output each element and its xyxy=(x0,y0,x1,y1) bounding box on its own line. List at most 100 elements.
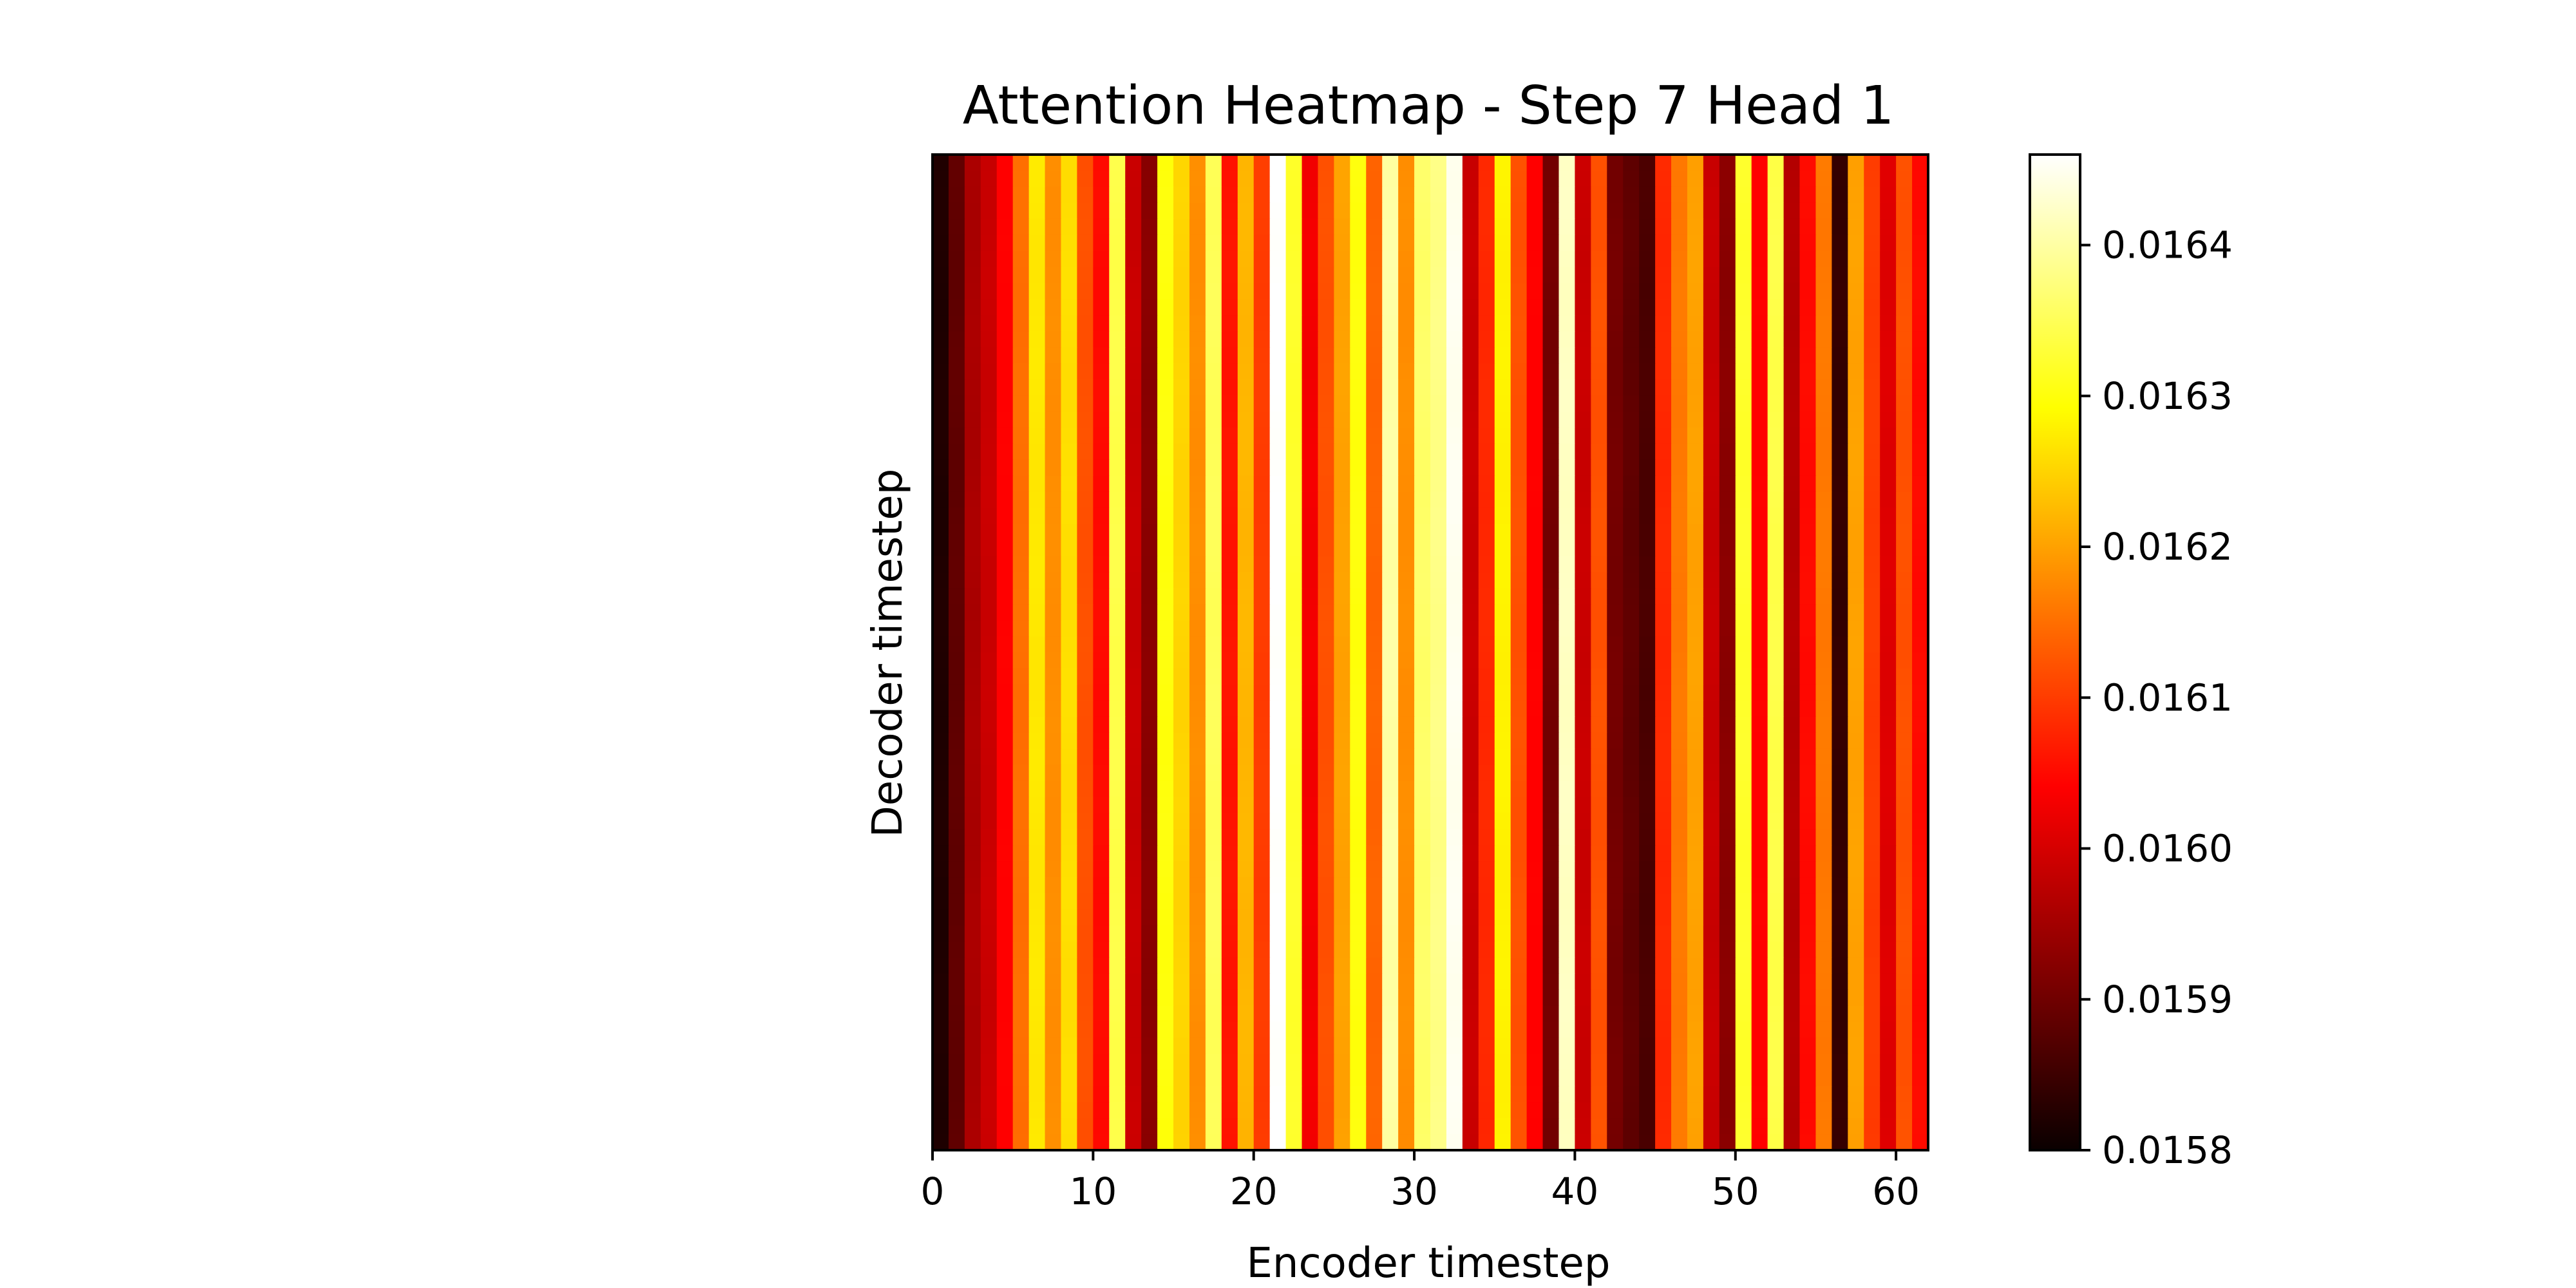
heatmap-cell xyxy=(1526,1086,1544,1103)
heatmap-cell xyxy=(1430,507,1447,525)
heatmap-cell xyxy=(1558,1118,1576,1135)
heatmap-cell xyxy=(1237,251,1255,268)
heatmap-cell xyxy=(1028,1086,1046,1103)
heatmap-cell xyxy=(1751,925,1768,942)
heatmap-cell xyxy=(933,620,949,637)
heatmap-cell xyxy=(1719,251,1736,268)
heatmap-cell xyxy=(1832,764,1848,782)
heatmap-cell xyxy=(1028,781,1046,798)
heatmap-cell xyxy=(964,475,981,493)
heatmap-cell xyxy=(1542,748,1560,766)
heatmap-cell xyxy=(1687,604,1704,621)
heatmap-cell xyxy=(1880,588,1897,605)
heatmap-cell xyxy=(1398,475,1415,493)
heatmap-cell xyxy=(1896,877,1913,894)
heatmap-cell xyxy=(1510,234,1528,252)
heatmap-cell xyxy=(1510,475,1528,493)
heatmap-cell xyxy=(1783,716,1801,734)
heatmap-cell xyxy=(1382,684,1399,701)
heatmap-cell xyxy=(1655,170,1672,187)
heatmap-cell xyxy=(1703,861,1720,878)
heatmap-cell xyxy=(1077,202,1094,220)
heatmap-cell xyxy=(1253,475,1271,493)
heatmap-cell xyxy=(1639,652,1656,669)
heatmap-cell xyxy=(1173,845,1190,862)
heatmap-cell xyxy=(1334,186,1350,204)
heatmap-cell xyxy=(1783,475,1801,493)
heatmap-cell xyxy=(1382,877,1399,894)
heatmap-cell xyxy=(1430,155,1447,171)
heatmap-cell xyxy=(1366,202,1383,220)
heatmap-cell xyxy=(1815,475,1832,493)
heatmap-cell xyxy=(1815,861,1832,878)
heatmap-cell xyxy=(1269,202,1287,220)
heatmap-cell xyxy=(1735,973,1752,990)
heatmap-cell xyxy=(1719,1070,1736,1086)
heatmap-cell xyxy=(1109,861,1126,878)
heatmap-cell xyxy=(1735,283,1752,300)
heatmap-cell xyxy=(1575,395,1591,412)
heatmap-cell xyxy=(1141,1005,1158,1023)
heatmap-cell xyxy=(1318,299,1334,316)
heatmap-cell xyxy=(1575,155,1591,171)
heatmap-cell xyxy=(1125,186,1142,204)
heatmap-cell xyxy=(1028,636,1046,653)
heatmap-cell xyxy=(1494,186,1511,204)
heatmap-cell xyxy=(1318,234,1334,252)
heatmap-cell xyxy=(996,1021,1014,1039)
heatmap-cell xyxy=(1221,540,1238,556)
heatmap-cell xyxy=(1318,459,1334,477)
heatmap-cell xyxy=(1880,620,1897,637)
heatmap-cell xyxy=(1269,1037,1287,1054)
heatmap-cell xyxy=(1639,443,1656,460)
heatmap-cell xyxy=(1398,572,1415,589)
heatmap-cell xyxy=(1157,700,1174,717)
heatmap-cell xyxy=(933,764,949,782)
heatmap-cell xyxy=(1028,909,1046,926)
heatmap-cell xyxy=(1655,861,1672,878)
heatmap-cell xyxy=(1575,170,1591,187)
heatmap-cell xyxy=(1430,491,1447,509)
heatmap-cell xyxy=(1093,588,1110,605)
heatmap-cell xyxy=(1157,540,1174,556)
heatmap-cell xyxy=(1591,283,1607,300)
heatmap-cell xyxy=(1623,909,1640,926)
heatmap-cell xyxy=(1382,700,1399,717)
heatmap-cell xyxy=(996,684,1014,701)
heatmap-cell xyxy=(1896,1086,1913,1103)
heatmap-cell xyxy=(1639,893,1656,910)
heatmap-cell xyxy=(1414,1118,1431,1135)
heatmap-cell xyxy=(1382,299,1399,316)
heatmap-cell xyxy=(1783,315,1801,332)
heatmap-cell xyxy=(1302,234,1319,252)
heatmap-cell xyxy=(1832,973,1848,990)
heatmap-cell xyxy=(948,234,965,252)
heatmap-cell xyxy=(1012,379,1030,396)
heatmap-cell xyxy=(933,475,949,493)
heatmap-cell xyxy=(1687,845,1704,862)
heatmap-cell xyxy=(1189,957,1206,974)
heatmap-cell xyxy=(1318,861,1334,878)
heatmap-cell xyxy=(1607,716,1624,734)
heatmap-cell xyxy=(1526,459,1544,477)
heatmap-cell xyxy=(1285,202,1303,220)
heatmap-cell xyxy=(1896,459,1913,477)
heatmap-cell xyxy=(1398,604,1415,621)
heatmap-cell xyxy=(1719,1086,1736,1103)
heatmap-cell xyxy=(1703,604,1720,621)
heatmap-cell xyxy=(1542,234,1560,252)
heatmap-cell xyxy=(1173,1086,1190,1103)
heatmap-cell xyxy=(1848,1102,1864,1119)
heatmap-cell xyxy=(1012,331,1030,348)
heatmap-cell xyxy=(1157,716,1174,734)
heatmap-cell xyxy=(980,652,998,669)
heatmap-cell xyxy=(1815,283,1832,300)
heatmap-cell xyxy=(1912,459,1929,477)
heatmap-cell xyxy=(1334,893,1350,910)
colorbar-tick-label: 0.0163 xyxy=(2102,374,2233,418)
heatmap-cell xyxy=(1751,155,1768,171)
heatmap-cell xyxy=(1671,379,1688,396)
heatmap-cell xyxy=(964,861,981,878)
heatmap-cell xyxy=(1623,347,1640,364)
